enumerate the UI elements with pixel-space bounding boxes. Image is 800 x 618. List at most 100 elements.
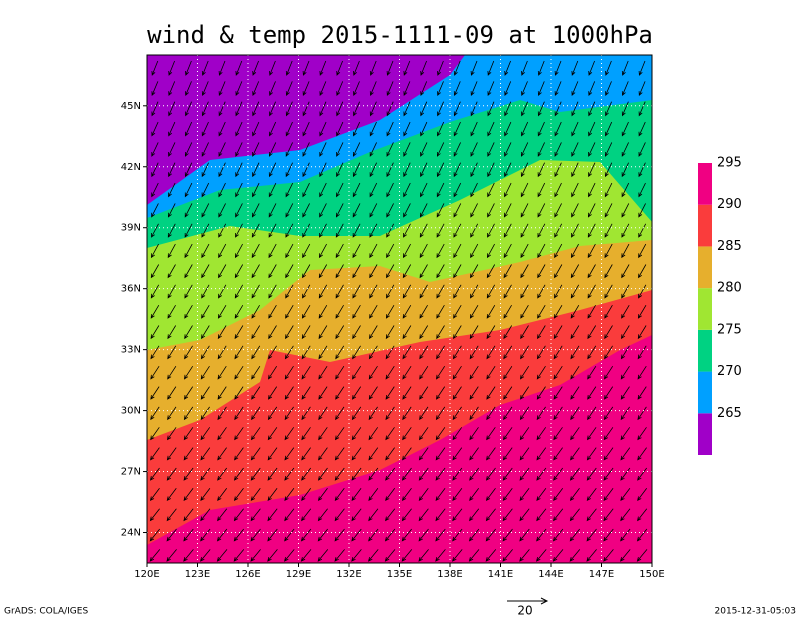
wind-arrow — [536, 427, 547, 441]
wind-arrow — [235, 60, 243, 76]
wind-arrow — [319, 60, 327, 76]
wind-arrow — [621, 121, 629, 137]
wind-arrow — [469, 325, 479, 340]
wind-arrow — [420, 142, 428, 157]
wind-arrow — [368, 549, 379, 562]
wind-arrow — [200, 386, 210, 400]
wind-arrow — [403, 81, 411, 97]
colorbar-swatch — [698, 288, 712, 330]
wind-arrow — [284, 427, 295, 441]
wind-arrow — [167, 325, 177, 340]
wind-arrow — [385, 365, 395, 380]
wind-arrow — [486, 386, 496, 400]
wind-arrow — [217, 467, 228, 481]
wind-arrow — [318, 447, 328, 461]
wind-arrow — [234, 304, 244, 319]
wind-arrow — [334, 467, 345, 481]
wind-arrow — [437, 60, 444, 76]
wind-arrow — [486, 447, 496, 461]
wind-arrow — [302, 264, 311, 279]
wind-arrow — [301, 427, 311, 441]
wind-arrow — [284, 345, 294, 360]
wind-arrow — [218, 121, 226, 137]
wind-arrow — [167, 203, 176, 218]
wind-arrow — [470, 182, 478, 198]
wind-arrow — [537, 121, 545, 137]
wind-arrow — [385, 488, 396, 502]
wind-arrow — [386, 223, 395, 238]
wind-arrow — [504, 81, 512, 97]
y-tick-label: 39N — [121, 223, 141, 234]
wind-arrow — [453, 81, 461, 97]
wind-arrow — [402, 406, 412, 421]
wind-arrow — [452, 447, 463, 461]
wind-arrow — [216, 528, 228, 542]
wind-arrow — [435, 365, 446, 380]
wind-arrow — [520, 243, 529, 259]
wind-arrow — [419, 325, 429, 340]
wind-arrow — [569, 528, 581, 542]
wind-arrow — [485, 508, 496, 522]
wind-arrow — [218, 223, 227, 238]
wind-arrow — [319, 121, 327, 137]
wind-arrow — [201, 223, 210, 238]
wind-arrow — [318, 345, 328, 360]
wind-arrow — [368, 467, 379, 481]
wind-arrow — [251, 203, 260, 218]
wind-arrow — [302, 243, 311, 259]
wind-arrow — [554, 101, 562, 117]
wind-arrow — [570, 243, 579, 259]
wind-arrow — [452, 528, 463, 542]
wind-arrow — [586, 508, 597, 522]
wind-arrow — [267, 467, 278, 481]
wind-arrow — [268, 223, 277, 238]
wind-arrow — [302, 81, 310, 97]
x-tick-label: 144E — [538, 569, 563, 580]
wind-arrow — [420, 60, 427, 76]
wind-arrow — [251, 345, 261, 360]
wind-arrow — [603, 386, 614, 400]
wind-arrow — [418, 427, 429, 441]
wind-arrow — [637, 325, 647, 340]
wind-arrow — [420, 182, 428, 198]
wind-arrow — [588, 121, 596, 137]
wind-arrow — [470, 60, 478, 76]
wind-arrow — [285, 243, 294, 259]
wind-arrow — [436, 243, 445, 259]
wind-arrow — [250, 427, 261, 441]
wind-arrow — [436, 345, 445, 360]
wind-arrow — [569, 488, 580, 502]
wind-arrow — [150, 427, 160, 441]
wind-arrow — [554, 284, 563, 299]
wind-arrow — [285, 101, 293, 117]
wind-arrow — [269, 60, 276, 76]
wind-arrow — [485, 488, 496, 502]
wind-arrow — [149, 549, 161, 562]
wind-arrow — [201, 121, 209, 137]
wind-arrow — [200, 345, 210, 360]
wind-arrow — [217, 508, 228, 522]
wind-arrow — [352, 345, 361, 360]
wind-arrow — [318, 386, 328, 400]
wind-arrow — [587, 386, 597, 400]
wind-arrow — [453, 304, 462, 319]
wind-arrow — [318, 365, 328, 380]
wind-arrow — [586, 528, 597, 542]
wind-arrow — [603, 549, 614, 562]
wind-arrow — [486, 284, 496, 299]
wind-arrow — [386, 81, 394, 97]
wind-arrow — [368, 427, 379, 441]
wind-arrow — [603, 508, 614, 522]
wind-arrow — [487, 81, 495, 97]
wind-arrow — [453, 264, 462, 279]
wind-arrow — [552, 528, 564, 542]
wind-arrow — [250, 447, 261, 461]
wind-arrow — [519, 528, 530, 542]
wind-arrow — [470, 101, 478, 117]
wind-arrow — [586, 427, 597, 441]
wind-arrow — [486, 345, 496, 360]
wind-arrow — [588, 162, 596, 178]
wind-arrow — [486, 243, 495, 259]
wind-arrow — [250, 488, 261, 502]
